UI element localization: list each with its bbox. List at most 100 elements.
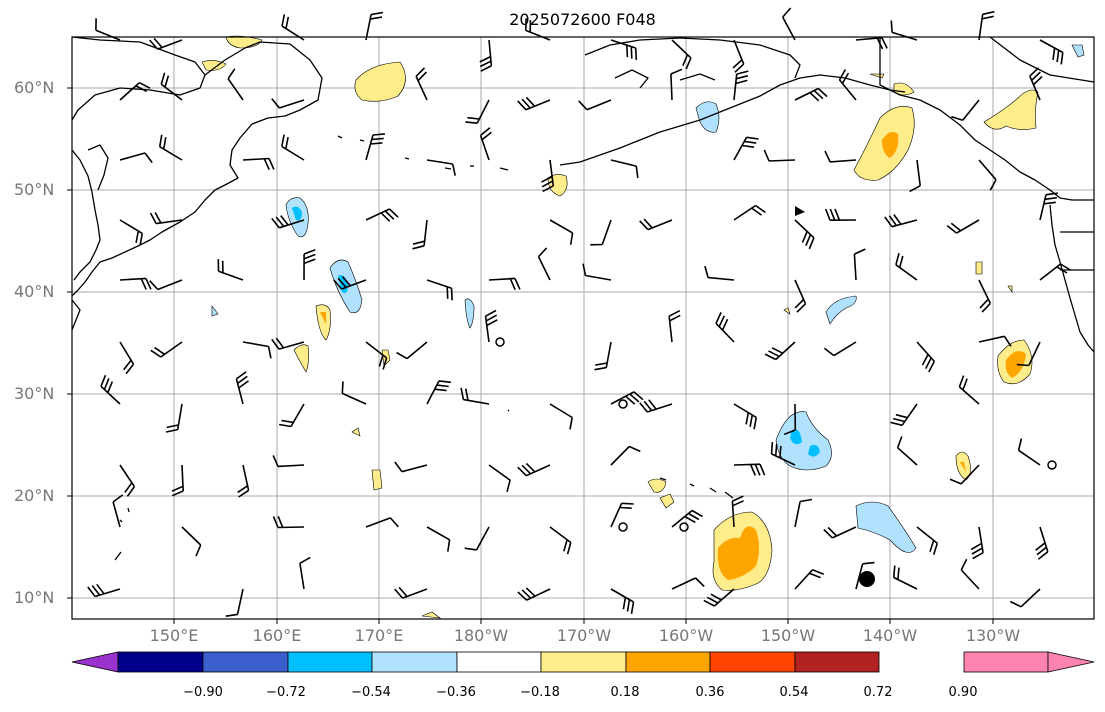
light-blue-region bbox=[855, 501, 917, 553]
wind-barb bbox=[394, 586, 428, 599]
colorbar-tick-label: 0.36 bbox=[695, 685, 725, 700]
wind-barb bbox=[272, 515, 305, 529]
colorbar-segment bbox=[963, 651, 1049, 673]
wind-barb bbox=[272, 455, 305, 468]
barb-flag bbox=[795, 206, 805, 216]
lon-label-150w: 150°W bbox=[760, 626, 816, 645]
wind-barb bbox=[916, 526, 939, 555]
wind-barb bbox=[890, 403, 918, 427]
wind-barb bbox=[365, 341, 388, 370]
light-blue-region bbox=[1071, 44, 1085, 58]
wind-barb bbox=[715, 312, 735, 343]
wind-barb bbox=[171, 464, 184, 497]
colorbar-tick-label: 0.72 bbox=[863, 685, 893, 700]
wind-barb bbox=[824, 150, 857, 163]
wind-barb bbox=[610, 588, 635, 615]
wind-barb bbox=[227, 68, 244, 101]
wind-barb bbox=[855, 561, 875, 590]
colorbar-segment bbox=[540, 651, 627, 673]
wind-barb bbox=[823, 526, 857, 539]
wind-barb bbox=[549, 219, 574, 245]
wind-barb bbox=[884, 214, 918, 228]
orange-fill-regions bbox=[320, 132, 1026, 580]
wind-barb bbox=[639, 218, 673, 231]
light-yellow-region bbox=[975, 261, 983, 275]
orange-region bbox=[320, 312, 326, 324]
light-yellow-region bbox=[354, 61, 406, 102]
wind-barb bbox=[951, 99, 980, 122]
blue-region bbox=[292, 206, 302, 221]
blue-region bbox=[808, 444, 820, 457]
wind-barb bbox=[764, 341, 796, 361]
wind-barb bbox=[100, 374, 121, 405]
orange-region bbox=[1005, 351, 1026, 378]
colorbar-segment bbox=[709, 651, 796, 673]
wind-barb bbox=[794, 569, 824, 590]
wind-barb bbox=[484, 309, 498, 343]
lon-label-160w: 160°W bbox=[658, 626, 714, 645]
wind-barb bbox=[639, 399, 673, 413]
wind-barb bbox=[95, 18, 121, 41]
wind-barb bbox=[853, 248, 866, 281]
wind-barb bbox=[794, 279, 807, 313]
wind-barb bbox=[733, 204, 766, 221]
wind-barb bbox=[838, 69, 857, 101]
wind-barb bbox=[763, 149, 796, 162]
wind-barb bbox=[733, 463, 766, 476]
wind-barb bbox=[909, 159, 921, 193]
orange-region bbox=[960, 462, 966, 472]
wind-barb bbox=[488, 277, 521, 291]
wind-barb bbox=[149, 212, 183, 225]
light-blue-region bbox=[211, 305, 219, 317]
wind-barb bbox=[610, 159, 639, 179]
wind-barb bbox=[365, 133, 385, 161]
wind-barb bbox=[119, 277, 152, 290]
light-blue-region bbox=[464, 298, 475, 329]
wind-barb bbox=[112, 494, 124, 528]
wind-barb bbox=[158, 134, 183, 161]
light-yellow-region bbox=[983, 89, 1039, 130]
map-title: 2025072600 F048 bbox=[509, 10, 656, 29]
wind-barb bbox=[426, 159, 456, 176]
wind-barb bbox=[824, 208, 857, 221]
wind-barb bbox=[119, 341, 135, 375]
wind-barb bbox=[396, 341, 428, 360]
wind-barb bbox=[610, 391, 644, 405]
light-blue-region bbox=[775, 411, 832, 471]
wind-barb bbox=[488, 464, 511, 493]
wind-barb bbox=[479, 39, 493, 72]
wind-barb bbox=[783, 403, 797, 436]
gridlines bbox=[72, 37, 1094, 619]
wind-barb bbox=[733, 70, 749, 101]
wind-barb bbox=[1029, 67, 1043, 101]
lat-label-50n: 50°N bbox=[14, 180, 55, 199]
wind-barb bbox=[281, 14, 305, 41]
lon-label-160e: 160°E bbox=[252, 626, 302, 645]
wind-barb bbox=[794, 87, 828, 102]
colorbar-tick-label: 0.54 bbox=[779, 685, 809, 700]
wind-barb bbox=[460, 387, 490, 405]
wind-barb bbox=[733, 403, 758, 430]
colorbar bbox=[71, 651, 1095, 673]
wind-barb bbox=[281, 134, 305, 161]
lat-label-30n: 30°N bbox=[14, 384, 55, 403]
colorbar-segment bbox=[456, 651, 542, 673]
wind-barb bbox=[333, 276, 367, 290]
light-yellow-region bbox=[659, 493, 675, 509]
wind-barb bbox=[549, 526, 572, 555]
wind-barb bbox=[946, 219, 980, 234]
lat-label-60n: 60°N bbox=[14, 78, 55, 97]
calm-circles bbox=[495, 337, 1057, 532]
wind-barb bbox=[225, 588, 244, 617]
colorbar-tick-label: −0.36 bbox=[436, 685, 476, 700]
wind-barb bbox=[594, 341, 612, 371]
wind-barb bbox=[365, 11, 384, 41]
light-yellow-region bbox=[1007, 285, 1013, 293]
wind-barb bbox=[365, 208, 399, 222]
wind-barb bbox=[1035, 526, 1049, 560]
wind-barb bbox=[341, 381, 367, 405]
wind-barb bbox=[149, 279, 183, 291]
wind-barb bbox=[949, 464, 980, 485]
lon-label-140w: 140°W bbox=[862, 626, 918, 645]
wind-barb bbox=[703, 588, 735, 607]
